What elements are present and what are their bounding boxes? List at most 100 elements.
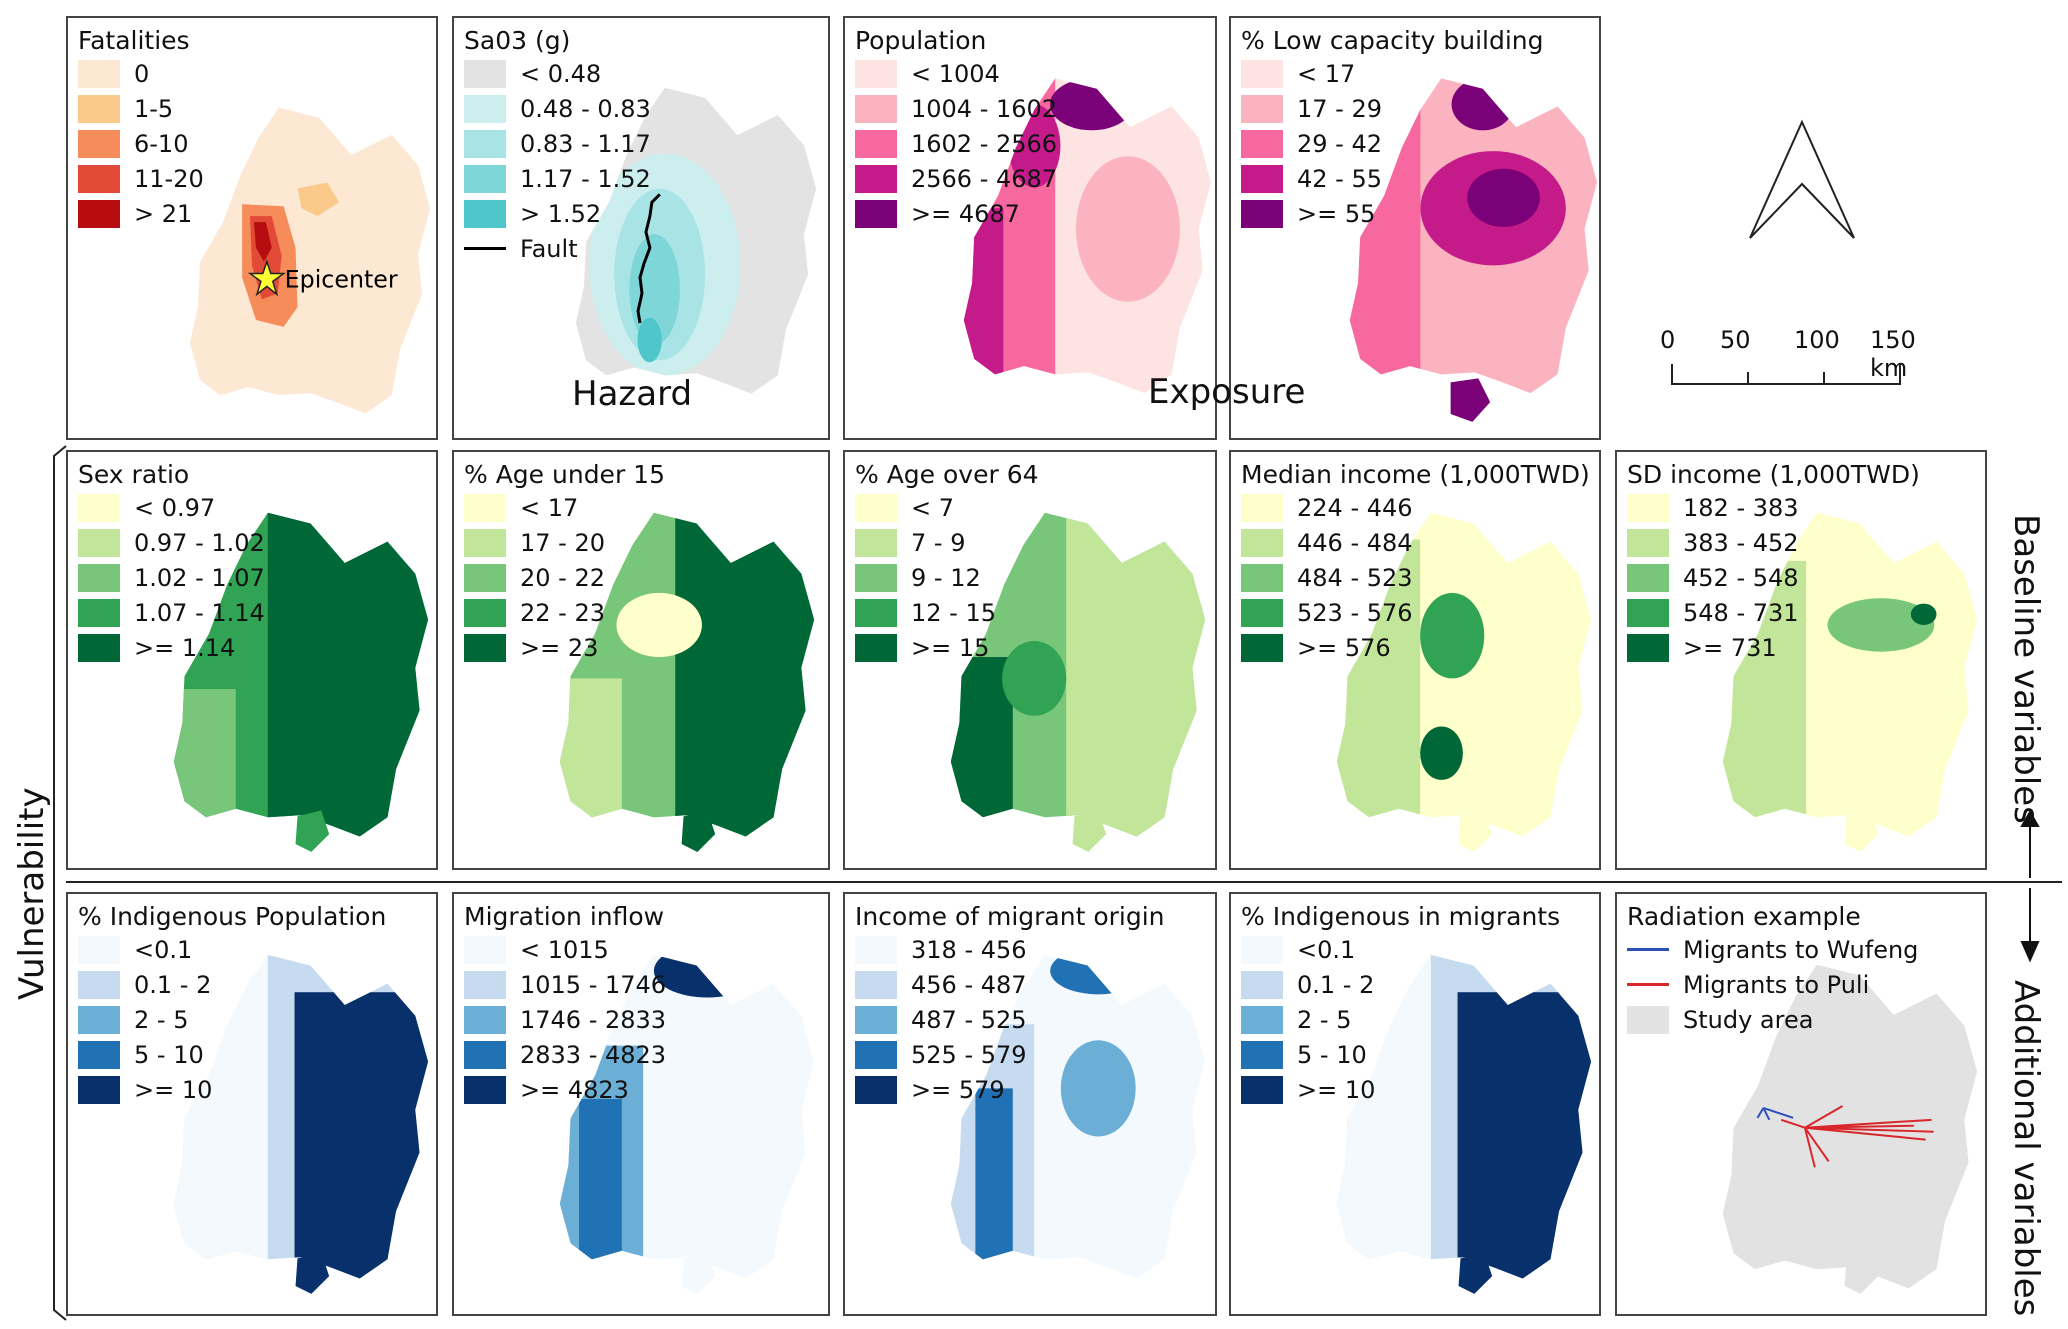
legend-swatch (1241, 563, 1283, 592)
legend-item: < 0.97 (78, 490, 265, 525)
legend-item: >= 4823 (464, 1072, 666, 1107)
legend-label: 1.17 - 1.52 (520, 164, 651, 193)
legend-label: 5 - 10 (1297, 1040, 1367, 1069)
legend-label: 6-10 (134, 129, 189, 158)
legend-label: 2566 - 4687 (911, 164, 1058, 193)
legend-swatch (464, 563, 506, 592)
legend-label: >= 576 (1297, 633, 1391, 662)
legend-label: > 21 (134, 199, 193, 228)
legend-label: 11-20 (134, 164, 204, 193)
radiation-map (1722, 964, 1978, 1294)
legend-swatch (855, 1040, 897, 1069)
legend-item: 452 - 548 (1627, 560, 1920, 595)
legend-item: 2566 - 4687 (855, 161, 1057, 196)
migration-inflow-island (681, 1252, 716, 1294)
legend-label: > 1.52 (520, 199, 602, 228)
legend-item: 5 - 10 (78, 1037, 386, 1072)
legend-item: <0.1 (78, 932, 386, 967)
legend-swatch (1627, 598, 1669, 627)
legend-item: < 7 (855, 490, 1039, 525)
median-income-legend-title: Median income (1,000TWD) (1241, 460, 1590, 489)
legend-swatch (78, 563, 120, 592)
legend-label: 0.1 - 2 (134, 970, 212, 999)
age-under-15-east (675, 512, 815, 837)
sa03-legend: Sa03 (g) < 0.48 0.48 - 0.83 0.83 - 1.17 1.17… (464, 26, 651, 266)
legend-label: 1.02 - 1.07 (134, 563, 265, 592)
panel-sd-income: SD income (1,000TWD) 182 - 383 383 - 452 45… (1615, 450, 1987, 870)
legend-label: 1015 - 1746 (520, 970, 667, 999)
legend-item: >= 579 (855, 1072, 1165, 1107)
sex-ratio-west (173, 689, 236, 837)
fatalities-legend: Fatalities 0 1-5 6-10 11-20 > 21 (78, 26, 204, 231)
sa03-legend-title: Sa03 (g) (464, 26, 571, 55)
legend-item: 22 - 23 (464, 595, 665, 630)
legend-swatch (855, 59, 897, 88)
legend-label: 1-5 (134, 94, 174, 123)
indigenous-pop-island (295, 1252, 330, 1294)
sex-ratio-east (267, 512, 429, 837)
legend-item: 525 - 579 (855, 1037, 1165, 1072)
panel-fatalities: Epicenter Fatalities 0 1-5 6-10 11-20 > 21 (66, 16, 438, 440)
legend-item: 0.1 - 2 (78, 967, 386, 1002)
population-east-patch (1076, 156, 1180, 302)
legend-label: 525 - 579 (911, 1040, 1027, 1069)
legend-item: 17 - 29 (1241, 91, 1544, 126)
legend-item: 1.17 - 1.52 (464, 161, 651, 196)
sd-income-legend-title: SD income (1,000TWD) (1627, 460, 1920, 489)
low-capacity-island (1450, 378, 1491, 422)
migration-inflow-north (653, 954, 761, 998)
legend-swatch (464, 129, 506, 158)
sex-ratio-island (295, 810, 330, 852)
legend-item: >= 23 (464, 630, 665, 665)
fatalities-map: Epicenter (189, 107, 431, 414)
legend-swatch (855, 199, 897, 228)
legend-label: 487 - 525 (911, 1005, 1027, 1034)
sd-income-legend: SD income (1,000TWD) 182 - 383 383 - 452 45… (1627, 460, 1920, 665)
legend-label: 2 - 5 (1297, 1005, 1352, 1034)
legend-swatch (1241, 493, 1283, 522)
legend-label: 22 - 23 (520, 598, 605, 627)
legend-swatch (464, 164, 506, 193)
legend-item: 1.02 - 1.07 (78, 560, 265, 595)
legend-item: 7 - 9 (855, 525, 1039, 560)
migrant-income-west-core (975, 1088, 1013, 1260)
legend-label: < 0.48 (520, 59, 602, 88)
legend-label: >= 55 (1297, 199, 1376, 228)
legend-swatch (1627, 1005, 1669, 1034)
legend-label: 383 - 452 (1683, 528, 1799, 557)
legend-label: >= 15 (911, 633, 990, 662)
age-over-64-island (1072, 810, 1107, 852)
scale-bar: 0 50 100 150 km (1660, 322, 1930, 392)
legend-swatch (78, 199, 120, 228)
legend-item: 0.97 - 1.02 (78, 525, 265, 560)
legend-swatch (855, 598, 897, 627)
migration-inflow-west-core (579, 1099, 622, 1260)
migration-inflow-legend: Migration inflow < 1015 1015 - 1746 1746 - … (464, 902, 666, 1107)
baseline-arrow-icon (2020, 810, 2040, 878)
radiation-legend: Radiation example Migrants to Wufeng Migra… (1627, 902, 1918, 1037)
legend-item: 0 (78, 56, 204, 91)
migrant-income-legend: Income of migrant origin 318 - 456 456 - 4… (855, 902, 1165, 1107)
legend-swatch (464, 199, 506, 228)
legend-item: 484 - 523 (1241, 560, 1590, 595)
legend-swatch (855, 528, 897, 557)
legend-swatch (1241, 633, 1283, 662)
legend-item: 20 - 22 (464, 560, 665, 595)
legend-swatch (855, 970, 897, 999)
legend-item: 548 - 731 (1627, 595, 1920, 630)
population-map (963, 78, 1212, 394)
legend-swatch (464, 94, 506, 123)
panel-migrant-income: Income of migrant origin 318 - 456 456 - 4… (843, 892, 1217, 1316)
legend-item: > 21 (78, 196, 204, 231)
panel-indigenous-pop: % Indigenous Population <0.1 0.1 - 2 2 - 5 5… (66, 892, 438, 1316)
vulnerability-bracket (53, 445, 67, 1321)
legend-swatch (78, 633, 120, 662)
legend-label: 548 - 731 (1683, 598, 1799, 627)
legend-label: 1746 - 2833 (520, 1005, 667, 1034)
panel-sex-ratio: Sex ratio < 0.97 0.97 - 1.02 1.02 - 1.07 1.0… (66, 450, 438, 870)
population-legend: Population < 1004 1004 - 1602 1602 - 2566 25… (855, 26, 1057, 231)
age-under-15-center (616, 592, 702, 658)
legend-item: 456 - 487 (855, 967, 1165, 1002)
legend-label: >= 10 (1297, 1075, 1376, 1104)
legend-item: >= 55 (1241, 196, 1544, 231)
